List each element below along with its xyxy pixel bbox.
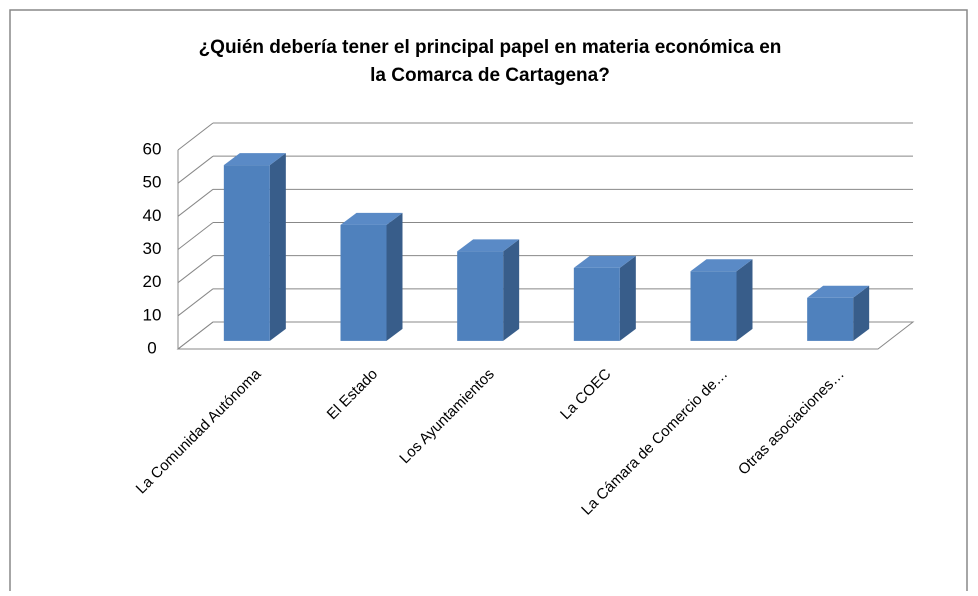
grid-line: [177, 321, 214, 350]
grid-line: [177, 255, 214, 284]
grid-line: [177, 155, 214, 184]
y-tick-label: 0: [147, 338, 156, 357]
bar: [690, 271, 737, 341]
chart-title: la Comarca de Cartagena?: [370, 65, 610, 86]
bar-top: [690, 259, 753, 272]
bar: [340, 224, 387, 341]
bar-top: [573, 255, 636, 268]
bar-side: [853, 285, 870, 341]
chart-title: ¿Quién debería tener el principal papel …: [199, 37, 782, 58]
y-tick-label: 50: [143, 173, 162, 192]
bar-side: [736, 259, 753, 341]
y-tick-label: 40: [143, 206, 162, 225]
bar-top: [457, 239, 520, 252]
bar-side: [386, 212, 403, 341]
bar: [807, 297, 854, 341]
bar-top: [807, 285, 870, 298]
bar-side: [503, 239, 520, 341]
y-tick-label: 60: [143, 139, 162, 158]
grid-line: [177, 188, 214, 217]
grid-line: [177, 222, 214, 250]
bar-top: [223, 153, 286, 166]
bar: [573, 267, 620, 341]
grid-line: [177, 122, 214, 151]
grid-line: [177, 288, 214, 317]
bar: [457, 251, 504, 341]
y-tick-label: 10: [143, 305, 162, 324]
y-tick-label: 30: [143, 239, 162, 258]
bar: [223, 165, 270, 341]
bar-side: [269, 153, 286, 341]
bar-top: [340, 212, 403, 225]
bar-side: [619, 255, 636, 341]
y-tick-label: 20: [143, 272, 162, 291]
